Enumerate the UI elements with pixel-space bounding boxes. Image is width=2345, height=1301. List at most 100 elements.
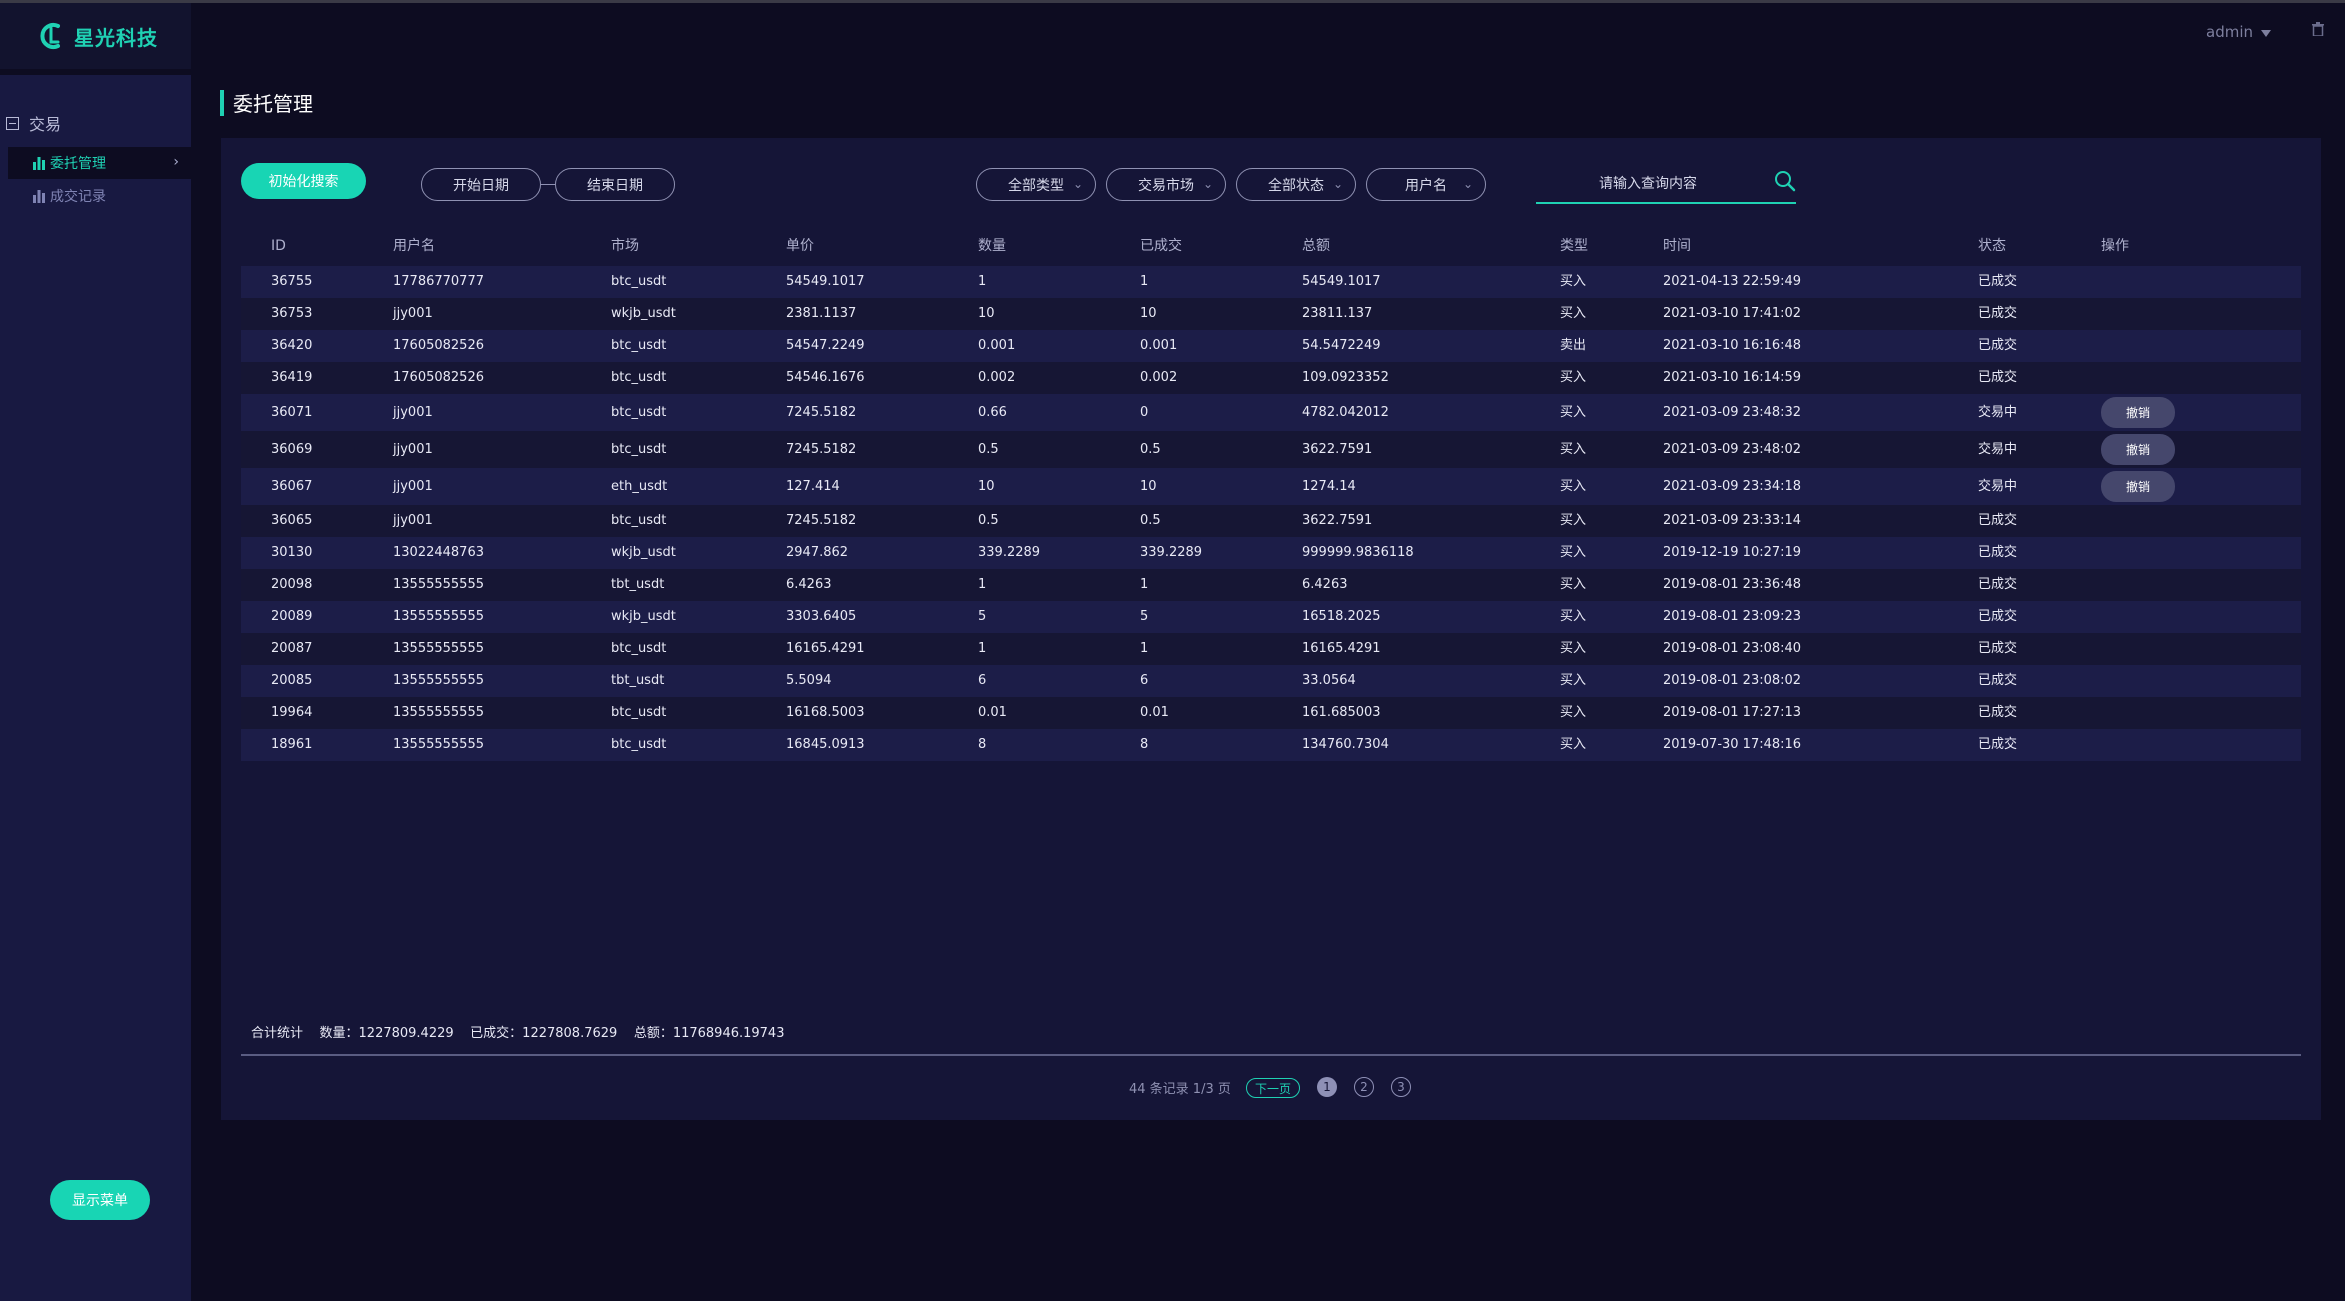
cell-id: 36755 — [271, 274, 313, 289]
cell-status: 交易中 — [1978, 442, 2018, 457]
cell-total: 4782.042012 — [1302, 405, 1389, 420]
revoke-button[interactable]: 撤销 — [2101, 471, 2175, 502]
cell-status: 已成交 — [1978, 545, 2018, 560]
next-page-button[interactable]: 下一页 — [1246, 1078, 1300, 1098]
page-button-3[interactable]: 3 — [1391, 1077, 1411, 1097]
cell-quantity: 8 — [978, 737, 987, 752]
sidebar-group-label: 交易 — [29, 115, 62, 134]
cell-filled: 0.5 — [1140, 513, 1161, 528]
table-row: 20087 13555555555 btc_usdt 16165.4291 1 1 1616… — [241, 633, 2301, 665]
cell-market: wkjb_usdt — [611, 306, 676, 321]
type-select-value: 全部类型 — [1008, 177, 1064, 194]
cell-quantity: 0.5 — [978, 513, 999, 528]
table-row: 20098 13555555555 tbt_usdt 6.4263 1 1 6.4263 买入… — [241, 569, 2301, 601]
logo-icon — [40, 23, 60, 49]
search-input[interactable] — [1536, 166, 1760, 202]
sidebar-item-trades[interactable]: 成交记录 — [8, 180, 191, 212]
cell-total: 16518.2025 — [1302, 609, 1381, 624]
cell-type: 买入 — [1560, 513, 1587, 528]
table-row: 36065 jjy001 btc_usdt 7245.5182 0.5 0.5 3622.7… — [241, 505, 2301, 537]
cell-username: 13555555555 — [393, 609, 484, 624]
revoke-button[interactable]: 撤销 — [2101, 397, 2175, 428]
cell-filled: 1 — [1140, 274, 1149, 289]
cell-market: wkjb_usdt — [611, 609, 676, 624]
brand-name: 星光科技 — [74, 25, 158, 50]
chevron-down-icon: ⌄ — [1072, 177, 1083, 191]
market-select[interactable]: 交易市场 ⌄ — [1106, 168, 1226, 201]
cell-time: 2019-07-30 17:48:16 — [1663, 737, 1802, 752]
table-row: 36069 jjy001 btc_usdt 7245.5182 0.5 0.5 3622.7… — [241, 431, 2301, 468]
column-header-quantity: 数量 — [978, 238, 1006, 254]
cell-username: 17605082526 — [393, 370, 484, 385]
column-header-time: 时间 — [1663, 238, 1691, 254]
end-date-picker[interactable]: 结束日期 — [555, 168, 675, 201]
collapse-icon — [6, 116, 19, 130]
table-row: 36067 jjy001 eth_usdt 127.414 10 10 1274.14 买入 2… — [241, 468, 2301, 505]
page-button-1[interactable]: 1 — [1317, 1077, 1337, 1097]
cell-username: jjy001 — [393, 405, 433, 420]
cell-username: jjy001 — [393, 442, 433, 457]
cell-filled: 10 — [1140, 479, 1157, 494]
cell-type: 买入 — [1560, 641, 1587, 656]
window-top-border — [0, 0, 2345, 3]
column-header-id: ID — [271, 238, 286, 254]
page-title-text: 委托管理 — [233, 92, 313, 116]
cell-username: 17605082526 — [393, 338, 484, 353]
cell-price: 7245.5182 — [786, 442, 857, 457]
cell-total: 54.5472249 — [1302, 338, 1381, 353]
cell-type: 买入 — [1560, 479, 1587, 494]
cell-total: 6.4263 — [1302, 577, 1348, 592]
cell-type: 买入 — [1560, 274, 1587, 289]
market-select-value: 交易市场 — [1138, 177, 1194, 194]
cell-filled: 0.001 — [1140, 338, 1178, 353]
sidebar-item-orders[interactable]: 委托管理 › — [8, 147, 191, 179]
cell-time: 2019-12-19 10:27:19 — [1663, 545, 1802, 560]
cell-price: 6.4263 — [786, 577, 832, 592]
table-row: 20085 13555555555 tbt_usdt 5.5094 6 6 33.0564 买… — [241, 665, 2301, 697]
cell-status: 交易中 — [1978, 479, 2018, 494]
cell-price: 127.414 — [786, 479, 840, 494]
show-menu-button[interactable]: 显示菜单 — [50, 1180, 150, 1220]
cell-price: 16165.4291 — [786, 641, 865, 656]
cell-status: 已成交 — [1978, 641, 2018, 656]
cell-status: 已成交 — [1978, 737, 2018, 752]
table-header: ID 用户名 市场 单价 数量 已成交 总额 类型 时间 状态 操作 — [241, 225, 2301, 269]
cell-quantity: 6 — [978, 673, 987, 688]
cell-status: 已成交 — [1978, 577, 2018, 592]
search-icon[interactable] — [1774, 170, 1796, 192]
sidebar-group-trade[interactable]: 交易 — [6, 111, 61, 135]
pagination-info: 44 条记录 1/3 页 — [1129, 1082, 1231, 1097]
chevron-down-icon: ⌄ — [1462, 177, 1473, 191]
revoke-button[interactable]: 撤销 — [2101, 434, 2175, 465]
cell-type: 买入 — [1560, 737, 1587, 752]
cell-price: 54547.2249 — [786, 338, 865, 353]
cell-filled: 0.002 — [1140, 370, 1178, 385]
cell-username: 13022448763 — [393, 545, 484, 560]
cell-total: 54549.1017 — [1302, 274, 1381, 289]
cell-username: 17786770777 — [393, 274, 484, 289]
sidebar-divider — [0, 69, 191, 75]
cell-id: 36065 — [271, 513, 313, 528]
status-select[interactable]: 全部状态 ⌄ — [1236, 168, 1356, 201]
cell-filled: 5 — [1140, 609, 1149, 624]
cell-time: 2019-08-01 23:09:23 — [1663, 609, 1802, 624]
cell-type: 买入 — [1560, 673, 1587, 688]
trash-icon[interactable] — [2312, 22, 2324, 36]
column-header-type: 类型 — [1560, 238, 1588, 254]
cell-username: 13555555555 — [393, 641, 484, 656]
type-select[interactable]: 全部类型 ⌄ — [976, 168, 1096, 201]
init-search-button[interactable]: 初始化搜索 — [241, 163, 366, 199]
column-header-username: 用户名 — [393, 238, 435, 254]
cell-quantity: 0.002 — [978, 370, 1016, 385]
cell-market: btc_usdt — [611, 405, 667, 420]
cell-username: 13555555555 — [393, 737, 484, 752]
cell-total: 1274.14 — [1302, 479, 1356, 494]
caret-down-icon — [2261, 29, 2271, 37]
user-menu[interactable]: admin — [2206, 23, 2271, 41]
cell-filled: 0.01 — [1140, 705, 1169, 720]
page-button-2[interactable]: 2 — [1354, 1077, 1374, 1097]
start-date-picker[interactable]: 开始日期 — [421, 168, 541, 201]
username-select[interactable]: 用户名 ⌄ — [1366, 168, 1486, 201]
table-row: 30130 13022448763 wkjb_usdt 2947.862 339.228… — [241, 537, 2301, 569]
cell-id: 20085 — [271, 673, 313, 688]
